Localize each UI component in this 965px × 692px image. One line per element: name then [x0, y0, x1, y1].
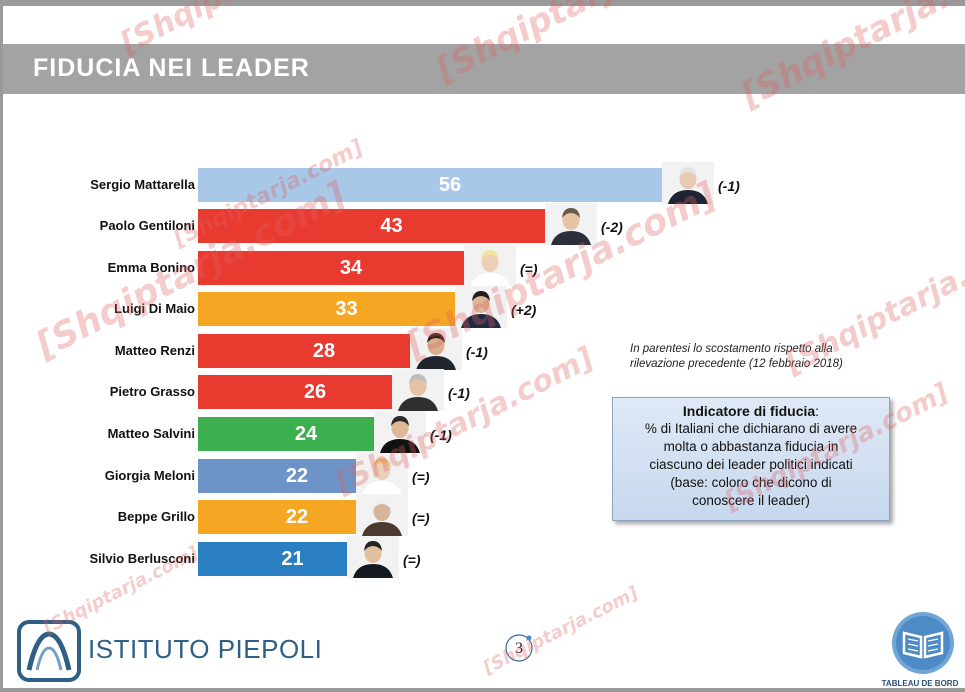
leader-name-label: Matteo Renzi	[114, 343, 195, 358]
indicator-line-2: molta o abbastanza fiducia in	[663, 439, 839, 454]
note-line-1: In parentesi lo scostamento rispetto all…	[630, 343, 833, 355]
portrait-gentiloni	[545, 203, 597, 245]
portrait-berlusconi	[347, 536, 399, 578]
change-label: (-1)	[430, 427, 452, 443]
note-line-2: rilevazione precedente (12 febbraio 2018…	[630, 358, 843, 370]
bar-value-label: 43	[380, 215, 403, 237]
tableau-de-bord-book-icon	[892, 612, 954, 674]
frame-bottom-border	[0, 688, 965, 692]
change-label: (-2)	[601, 219, 623, 235]
change-label: (=)	[403, 552, 421, 568]
portrait-bonino	[464, 245, 516, 287]
leader-name-label: Beppe Grillo	[117, 509, 195, 524]
comparison-note: In parentesi lo scostamento rispetto all…	[630, 342, 890, 372]
leader-name-label: Matteo Salvini	[107, 426, 195, 441]
change-label: (+2)	[511, 302, 537, 318]
portrait-renzi	[410, 328, 462, 370]
bar-value-label: 56	[438, 174, 462, 196]
leader-name-label: Luigi Di Maio	[114, 301, 195, 316]
piepoli-logo-icon	[17, 620, 81, 682]
bar-value-label: 22	[285, 506, 309, 528]
indicator-title-colon: :	[815, 403, 820, 419]
portrait-grillo	[356, 494, 408, 536]
indicator-title-row: Indicatore di fiducia:	[613, 402, 889, 420]
portrait-di-maio	[455, 286, 507, 328]
leader-name-label: Sergio Mattarella	[90, 177, 195, 192]
indicator-line-3: ciascuno dei leader politici indicati	[649, 457, 853, 472]
portrait-grasso	[392, 369, 444, 411]
change-label: (=)	[520, 261, 538, 277]
indicator-line-4: (base: coloro che dicono di	[670, 475, 832, 490]
bar-value-label: 33	[335, 298, 358, 320]
piepoli-logo-text: ISTITUTO PIEPOLI	[88, 634, 323, 664]
trust-bar	[198, 209, 585, 243]
change-label: (=)	[412, 510, 430, 526]
trust-bar	[198, 334, 450, 368]
change-label: (-1)	[466, 344, 488, 360]
leader-name-label: Paolo Gentiloni	[99, 218, 195, 233]
trust-bar	[198, 251, 504, 285]
bar-value-label: 21	[281, 548, 304, 570]
frame-left-border	[0, 0, 3, 692]
watermark-text: [Shqiptarja.com]	[480, 582, 642, 679]
portrait-meloni	[356, 453, 408, 495]
portrait-salvini	[374, 411, 426, 453]
indicator-line-5: conoscere il leader)	[692, 493, 810, 508]
leader-name-label: Emma Bonino	[107, 260, 195, 275]
change-label: (=)	[412, 469, 430, 485]
portrait-mattarella	[662, 162, 714, 204]
page-title: FIDUCIA NEI LEADER	[33, 54, 310, 82]
bar-value-label: 24	[294, 423, 318, 445]
trust-bar	[198, 168, 702, 202]
leader-name-label: Silvio Berlusconi	[89, 551, 195, 566]
change-label: (-1)	[718, 178, 740, 194]
change-label: (-1)	[448, 385, 470, 401]
indicator-title: Indicatore di fiducia	[682, 403, 816, 419]
trust-bar	[198, 292, 495, 326]
tableau-de-bord-label: TABLEAU DE BORD	[881, 679, 959, 688]
page-number-circle-icon	[505, 634, 533, 662]
bar-value-label: 34	[339, 257, 363, 279]
indicator-definition-box: Indicatore di fiducia: % di Italiani che…	[612, 397, 890, 521]
bar-value-label: 22	[285, 465, 309, 487]
title-band: FIDUCIA NEI LEADER	[3, 44, 965, 94]
bar-value-label: 26	[303, 381, 327, 403]
bar-value-label: 28	[312, 340, 336, 362]
page-number: 3	[515, 640, 523, 657]
frame-top-border	[0, 0, 965, 6]
leader-name-label: Giorgia Meloni	[104, 468, 195, 483]
indicator-line-1: % di Italiani che dichiarano di avere	[644, 421, 858, 436]
leader-name-label: Pietro Grasso	[109, 384, 195, 399]
